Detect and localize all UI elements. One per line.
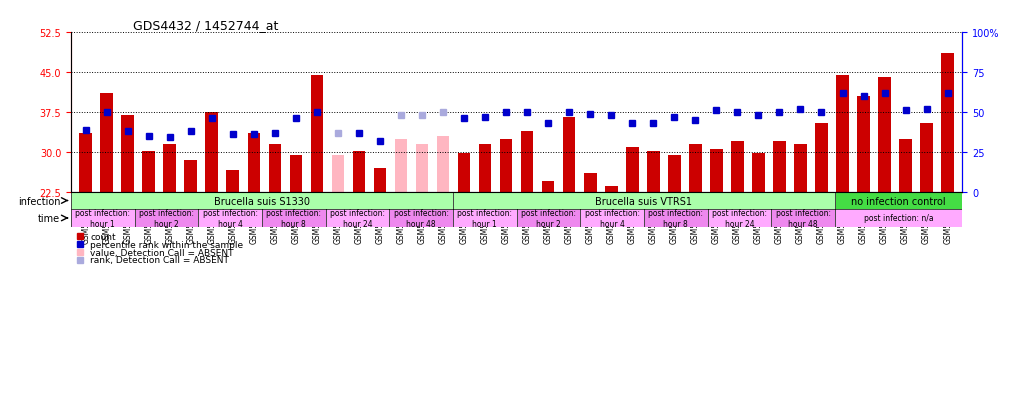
Bar: [689, 145, 702, 192]
FancyBboxPatch shape: [453, 210, 517, 227]
Text: post infection: n/a: post infection: n/a: [864, 214, 934, 223]
Bar: [941, 54, 954, 192]
FancyBboxPatch shape: [453, 192, 835, 210]
FancyBboxPatch shape: [389, 210, 453, 227]
Bar: [521, 131, 534, 192]
Bar: [900, 139, 912, 192]
FancyBboxPatch shape: [71, 192, 453, 210]
Bar: [415, 145, 428, 192]
Bar: [542, 182, 554, 192]
Bar: [437, 137, 450, 192]
Bar: [647, 152, 659, 192]
Text: Brucella suis VTRS1: Brucella suis VTRS1: [596, 196, 693, 206]
FancyBboxPatch shape: [708, 210, 771, 227]
FancyBboxPatch shape: [135, 210, 199, 227]
Bar: [100, 94, 113, 192]
Bar: [353, 152, 366, 192]
Text: GDS4432 / 1452744_at: GDS4432 / 1452744_at: [134, 19, 279, 32]
Bar: [227, 171, 239, 192]
Bar: [122, 115, 134, 192]
Text: count: count: [90, 232, 116, 241]
Text: percentile rank within the sample: percentile rank within the sample: [90, 240, 243, 249]
Bar: [499, 139, 513, 192]
FancyBboxPatch shape: [835, 192, 962, 210]
Bar: [878, 78, 890, 192]
Bar: [479, 145, 491, 192]
Bar: [815, 123, 828, 192]
FancyBboxPatch shape: [262, 210, 325, 227]
FancyBboxPatch shape: [771, 210, 835, 227]
Bar: [668, 155, 681, 192]
Bar: [374, 169, 386, 192]
Bar: [290, 155, 302, 192]
Bar: [563, 118, 575, 192]
Text: post infection:
hour 24: post infection: hour 24: [712, 209, 767, 228]
Bar: [626, 147, 638, 192]
FancyBboxPatch shape: [644, 210, 708, 227]
Text: post infection:
hour 2: post infection: hour 2: [521, 209, 576, 228]
Bar: [79, 134, 92, 192]
Bar: [268, 145, 282, 192]
FancyBboxPatch shape: [325, 210, 389, 227]
Text: post infection:
hour 24: post infection: hour 24: [330, 209, 385, 228]
Text: post infection:
hour 48: post infection: hour 48: [394, 209, 449, 228]
Text: no infection control: no infection control: [851, 196, 946, 206]
Text: time: time: [38, 214, 61, 223]
Text: post infection:
hour 1: post infection: hour 1: [75, 209, 131, 228]
Text: post infection:
hour 2: post infection: hour 2: [139, 209, 193, 228]
Text: post infection:
hour 8: post infection: hour 8: [648, 209, 703, 228]
Text: post infection:
hour 1: post infection: hour 1: [457, 209, 513, 228]
Bar: [206, 113, 218, 192]
Bar: [143, 152, 155, 192]
FancyBboxPatch shape: [580, 210, 644, 227]
Text: post infection:
hour 4: post infection: hour 4: [203, 209, 257, 228]
Bar: [311, 76, 323, 192]
Bar: [331, 155, 344, 192]
Bar: [920, 123, 933, 192]
Text: post infection:
hour 8: post infection: hour 8: [266, 209, 321, 228]
FancyBboxPatch shape: [199, 210, 262, 227]
Text: post infection:
hour 48: post infection: hour 48: [776, 209, 831, 228]
Bar: [458, 154, 470, 192]
Bar: [395, 139, 407, 192]
Bar: [247, 134, 260, 192]
Bar: [710, 150, 722, 192]
Bar: [752, 154, 765, 192]
FancyBboxPatch shape: [71, 210, 135, 227]
Bar: [836, 76, 849, 192]
FancyBboxPatch shape: [835, 210, 962, 227]
Bar: [184, 161, 198, 192]
Bar: [857, 97, 870, 192]
Bar: [583, 174, 597, 192]
Text: infection: infection: [18, 196, 61, 206]
Text: Brucella suis S1330: Brucella suis S1330: [214, 196, 310, 206]
Text: post infection:
hour 4: post infection: hour 4: [585, 209, 639, 228]
Bar: [163, 145, 176, 192]
Text: rank, Detection Call = ABSENT: rank, Detection Call = ABSENT: [90, 256, 229, 265]
Bar: [794, 145, 806, 192]
Bar: [731, 142, 744, 192]
FancyBboxPatch shape: [517, 210, 580, 227]
Text: value, Detection Call = ABSENT: value, Detection Call = ABSENT: [90, 248, 234, 257]
Bar: [605, 187, 618, 192]
Bar: [773, 142, 786, 192]
